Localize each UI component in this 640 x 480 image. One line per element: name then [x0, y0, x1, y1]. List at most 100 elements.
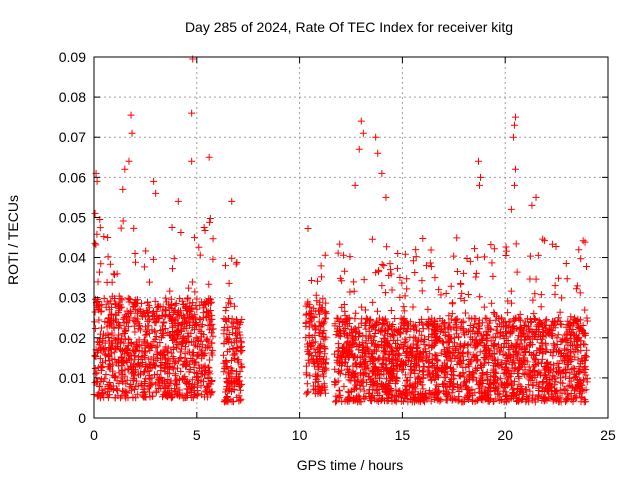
data-point [451, 345, 459, 353]
data-point [130, 322, 138, 330]
data-point [222, 397, 230, 405]
data-point [459, 352, 467, 360]
data-point [472, 336, 480, 344]
data-point [116, 338, 124, 346]
data-point [313, 297, 321, 305]
data-point [233, 370, 241, 378]
data-point [409, 303, 417, 311]
data-point [347, 332, 355, 340]
data-point [382, 347, 390, 355]
data-point [489, 333, 497, 341]
data-point [504, 373, 512, 381]
data-point [508, 361, 516, 369]
data-point [107, 297, 115, 305]
data-point [200, 371, 208, 379]
data-point [516, 310, 524, 318]
data-point [393, 375, 401, 383]
data-point [396, 387, 404, 395]
data-point [336, 240, 344, 248]
data-point [343, 362, 351, 370]
data-point [313, 277, 321, 285]
data-point [470, 314, 478, 322]
data-point [315, 362, 323, 370]
data-point [555, 359, 563, 367]
data-point [435, 395, 443, 403]
data-point [577, 360, 585, 368]
data-point [395, 388, 403, 396]
data-point [205, 387, 213, 395]
data-point [222, 304, 230, 312]
data-point [557, 350, 565, 358]
data-point [509, 133, 517, 141]
data-point [464, 376, 472, 384]
data-point [398, 279, 406, 287]
data-point [127, 387, 135, 395]
data-point [500, 335, 508, 343]
data-point [111, 394, 119, 402]
data-point [170, 316, 178, 324]
data-point [530, 310, 538, 318]
data-point [351, 360, 359, 368]
chart-title: Day 285 of 2024, Rate Of TEC Index for r… [185, 19, 513, 35]
data-point [105, 391, 113, 399]
data-point [388, 356, 396, 364]
data-point [177, 321, 185, 329]
data-point [193, 305, 201, 313]
data-point [550, 373, 558, 381]
data-point [450, 334, 458, 342]
data-point [91, 239, 99, 247]
data-point [490, 379, 498, 387]
data-point [200, 393, 208, 401]
data-point [144, 298, 152, 306]
data-point [93, 369, 101, 377]
data-point [442, 290, 450, 298]
data-point [520, 327, 528, 335]
data-point [575, 333, 583, 341]
data-point [406, 318, 414, 326]
data-point [451, 316, 459, 324]
data-point [401, 292, 409, 300]
data-point [168, 223, 176, 231]
data-point [506, 328, 514, 336]
data-point [134, 296, 142, 304]
data-point [465, 372, 473, 380]
data-point [225, 279, 233, 287]
data-point [401, 371, 409, 379]
data-point [140, 388, 148, 396]
data-point [133, 318, 141, 326]
data-point [223, 382, 231, 390]
data-point [345, 394, 353, 402]
data-point [169, 365, 177, 373]
data-point [511, 113, 519, 121]
data-point [341, 267, 349, 275]
data-point [104, 234, 112, 242]
data-point [104, 380, 112, 388]
data-point [581, 306, 589, 314]
data-point [583, 262, 591, 270]
data-point [321, 251, 329, 259]
data-point [224, 299, 232, 307]
data-point [140, 393, 148, 401]
data-point [514, 396, 522, 404]
data-point [312, 375, 320, 383]
data-point [444, 348, 452, 356]
data-point [429, 369, 437, 377]
data-point [175, 392, 183, 400]
data-point [118, 335, 126, 343]
data-point [361, 359, 369, 367]
data-point [228, 254, 236, 262]
data-point [471, 389, 479, 397]
data-point [113, 343, 121, 351]
data-point [138, 359, 146, 367]
data-point [512, 240, 520, 248]
data-point [123, 357, 131, 365]
data-point [197, 329, 205, 337]
y-axis-title: ROTI / TECUs [5, 195, 21, 285]
data-point [465, 360, 473, 368]
data-point [182, 361, 190, 369]
data-point [503, 391, 511, 399]
data-point [380, 262, 388, 270]
data-point [427, 397, 435, 405]
data-point [518, 345, 526, 353]
data-point [479, 369, 487, 377]
